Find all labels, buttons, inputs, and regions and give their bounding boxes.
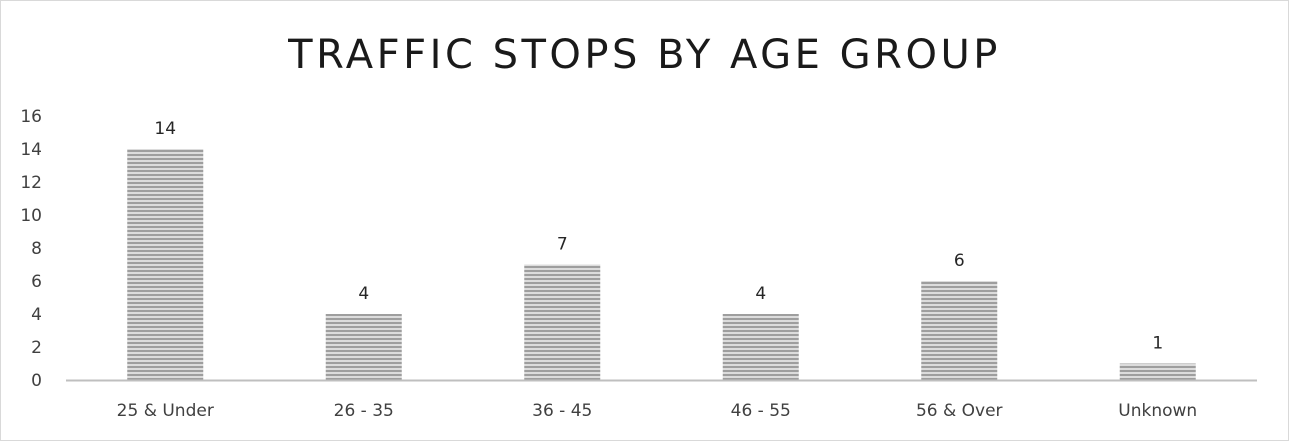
- chart-title: TRAFFIC STOPS BY AGE GROUP: [288, 32, 1001, 78]
- category-label: Unknown: [1118, 401, 1197, 421]
- bar-data-label: 4: [358, 284, 369, 304]
- y-tick-label: 4: [31, 305, 42, 325]
- bars-group: [127, 149, 1196, 380]
- y-tick-label: 2: [31, 338, 42, 358]
- y-tick-label: 16: [20, 107, 42, 127]
- y-tick-label: 0: [31, 371, 42, 391]
- y-tick-label: 14: [20, 140, 42, 160]
- y-axis-ticks: 0 2 4 6 8 10 12 14 16: [20, 107, 42, 391]
- bar: [722, 314, 799, 380]
- bar: [524, 264, 601, 380]
- category-label: 36 - 45: [532, 401, 592, 421]
- bar-data-label: 7: [557, 235, 568, 255]
- bar: [1119, 363, 1196, 380]
- bar-data-label: 6: [954, 251, 965, 271]
- y-tick-label: 10: [20, 206, 42, 226]
- bar: [127, 149, 204, 380]
- bar: [325, 314, 402, 380]
- category-label: 56 & Over: [916, 401, 1003, 421]
- bar-data-label: 14: [154, 119, 176, 139]
- bar: [921, 281, 998, 380]
- y-tick-label: 6: [31, 272, 42, 292]
- y-tick-label: 8: [31, 239, 42, 259]
- bar-data-label: 4: [755, 284, 766, 304]
- category-label: 26 - 35: [334, 401, 394, 421]
- data-labels-group: 14 4 7 4 6 1: [154, 119, 1163, 354]
- category-label: 46 - 55: [731, 401, 791, 421]
- category-label: 25 & Under: [117, 401, 214, 421]
- category-labels-group: 25 & Under 26 - 35 36 - 45 46 - 55 56 & Over…: [117, 401, 1198, 421]
- y-tick-label: 12: [20, 173, 42, 193]
- bar-data-label: 1: [1152, 334, 1163, 354]
